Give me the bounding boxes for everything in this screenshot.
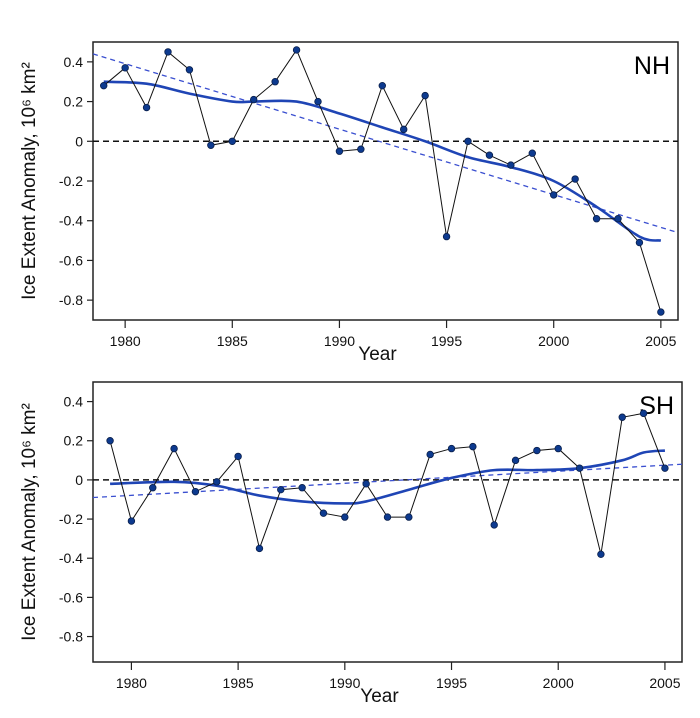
data-point-1991	[362, 480, 370, 488]
x-tick-label: 1985	[223, 675, 254, 691]
data-point-2001	[571, 175, 579, 183]
data-point-2002	[592, 215, 601, 223]
plot-frame	[92, 381, 683, 663]
data-point-1994	[421, 91, 429, 100]
y-tick-label: -0.8	[59, 292, 83, 308]
y-tick-label: 0	[75, 472, 83, 488]
data-point-1989	[314, 97, 322, 106]
data-point-1986	[250, 95, 258, 104]
x-axis-label: Year	[360, 686, 399, 707]
data-point-1995	[442, 232, 451, 241]
y-tick-label: -0.6	[59, 252, 83, 268]
x-tick-label: 1995	[436, 675, 467, 691]
panel-nh: 0.4 0.2 0 -0.2 -0.4 -0.6 -0.8 1980 1985 1990 1995 2…	[19, 41, 679, 365]
data-point-1996	[464, 137, 472, 145]
x-tick-label: 1980	[116, 675, 147, 691]
data-point-1980	[121, 64, 129, 72]
data-point-1993	[400, 125, 408, 134]
data-point-1984	[207, 141, 215, 149]
smoothed-curve	[103, 80, 662, 242]
data-point-1981	[142, 103, 151, 112]
data-point-1983	[191, 487, 200, 496]
data-point-1992	[383, 513, 392, 521]
data-point-1987	[277, 485, 285, 494]
data-point-1986	[255, 544, 264, 553]
y-tick-label: -0.6	[59, 589, 83, 605]
data-point-2003	[618, 413, 626, 421]
data-point-1988	[292, 46, 301, 54]
y-tick-label: -0.2	[59, 511, 83, 527]
x-tick-label: 2000	[543, 675, 574, 691]
plot-frame	[92, 41, 679, 321]
data-point-1991	[357, 145, 365, 153]
x-tick-label: 1980	[110, 333, 141, 349]
data-point-2000	[554, 444, 562, 453]
data-point-2005	[661, 464, 669, 472]
data-point-1990	[341, 513, 349, 521]
x-tick-label: 1990	[329, 675, 360, 691]
data-point-1998	[507, 161, 515, 169]
y-axis-label: Ice Extent Anomaly, 10⁶ km²	[19, 62, 40, 300]
y-tick-label: 0.2	[64, 94, 84, 110]
x-tick-label: 1995	[431, 333, 462, 349]
data-point-1987	[271, 78, 279, 86]
x-tick-label: 2005	[649, 675, 680, 691]
x-tick-label: 1990	[324, 333, 355, 349]
data-point-2000	[550, 191, 558, 199]
data-point-1985	[234, 452, 242, 461]
data-point-1992	[378, 81, 386, 90]
data-point-1990	[335, 147, 344, 155]
smoothed-curve	[110, 449, 666, 505]
data-point-1981	[149, 484, 157, 492]
y-tick-label: -0.8	[59, 629, 83, 645]
y-tick-label: -0.4	[59, 213, 83, 229]
x-axis-label: Year	[358, 344, 397, 365]
y-tick-label: 0.4	[64, 394, 84, 410]
data-point-1979	[106, 437, 114, 445]
y-axis-label: Ice Extent Anomaly, 10⁶ km²	[19, 403, 40, 641]
data-point-2002	[597, 550, 605, 559]
data-point-1989	[319, 509, 328, 517]
y-tick-label: 0.4	[64, 54, 84, 70]
data-point-1993	[405, 513, 413, 521]
data-point-1982	[164, 48, 172, 56]
panel-sh: 0.4 0.2 0 -0.2 -0.4 -0.6 -0.8 1980 1985 1990 1995 2…	[19, 381, 683, 707]
y-tick-label: -0.2	[59, 173, 83, 189]
data-point-1997	[490, 521, 498, 529]
data-point-2001	[575, 464, 584, 472]
data-point-1998	[511, 456, 520, 465]
y-tick-label: 0	[75, 133, 83, 149]
y-tick-label: 0.2	[64, 433, 84, 449]
data-point-1988	[298, 484, 306, 492]
data-point-1982	[170, 444, 178, 453]
data-point-1985	[228, 137, 236, 145]
data-point-1997	[485, 151, 494, 159]
x-tick-label: 1985	[217, 333, 248, 349]
data-point-1983	[185, 66, 194, 74]
data-point-1979	[100, 81, 108, 90]
x-tick-label: 2005	[645, 333, 676, 349]
data-point-2004	[639, 409, 648, 418]
data-point-1996	[469, 442, 477, 451]
data-point-1999	[533, 446, 541, 455]
data-point-1994	[426, 450, 434, 459]
panel-label: NH	[634, 52, 670, 80]
data-point-1980	[127, 517, 136, 525]
linear-trend-line	[92, 53, 679, 234]
data-point-2003	[614, 215, 622, 223]
data-point-1984	[213, 478, 221, 486]
data-point-1995	[447, 444, 456, 453]
data-point-1999	[528, 149, 536, 157]
x-tick-label: 2000	[538, 333, 569, 349]
y-tick-label: -0.4	[59, 550, 83, 566]
data-point-2005	[657, 308, 665, 316]
data-point-2004	[635, 238, 644, 247]
